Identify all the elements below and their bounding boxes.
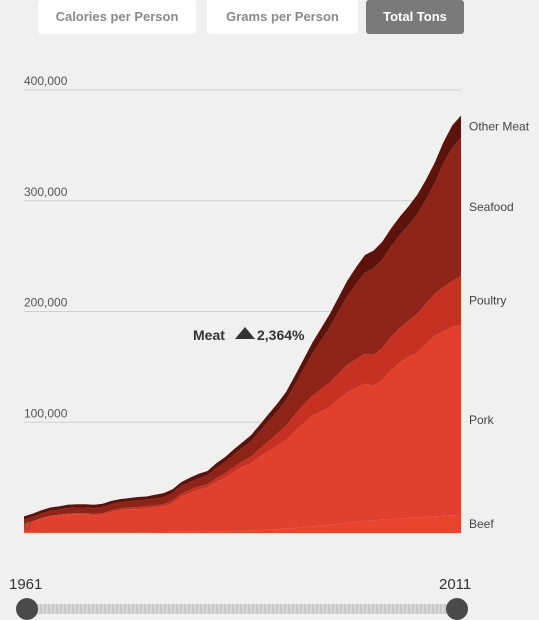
area-seafood [24,137,461,525]
slider-start-label: 1961 [9,576,43,593]
series-labels: Beef Pork Poultry Seafood Other Meat [469,120,530,531]
series-label: Other Meat [469,120,530,134]
annotation: Meat 2,364% [193,327,305,343]
year-range-slider: 1961 2011 [0,570,539,620]
area-pork [24,324,461,533]
tab-calories-per-person[interactable]: Calories per Person [38,0,196,34]
series-label: Poultry [469,293,506,307]
y-tick-label: 300,000 [24,185,68,199]
slider-end-label: 2011 [439,576,472,593]
y-tick-label: 400,000 [24,74,68,88]
metric-tabs: Calories per Person Grams per Person Tot… [0,0,539,36]
annotation-change: 2,364% [257,327,305,343]
tab-grams-per-person[interactable]: Grams per Person [207,0,358,34]
tab-total-tons[interactable]: Total Tons [366,0,464,34]
slider-start-handle[interactable] [16,598,38,620]
up-triangle-icon [235,327,255,339]
series-label: Beef [469,517,494,531]
area-beef [24,514,461,533]
slider-track[interactable] [28,604,458,614]
y-tick-label: 100,000 [24,406,68,420]
series-label: Pork [469,413,495,427]
series-label: Seafood [469,200,514,214]
area-layer [24,115,461,533]
y-tick-label: 200,000 [24,296,68,310]
annotation-label: Meat [193,327,225,343]
y-axis-ticks: 0 100,000 200,000 300,000 400,000 [24,74,68,533]
y-tick-label: 0 [24,519,31,533]
slider-end-handle[interactable] [446,598,468,620]
stacked-area-chart: 0 100,000 200,000 300,000 400,000 Beef Pork Po… [24,74,530,533]
